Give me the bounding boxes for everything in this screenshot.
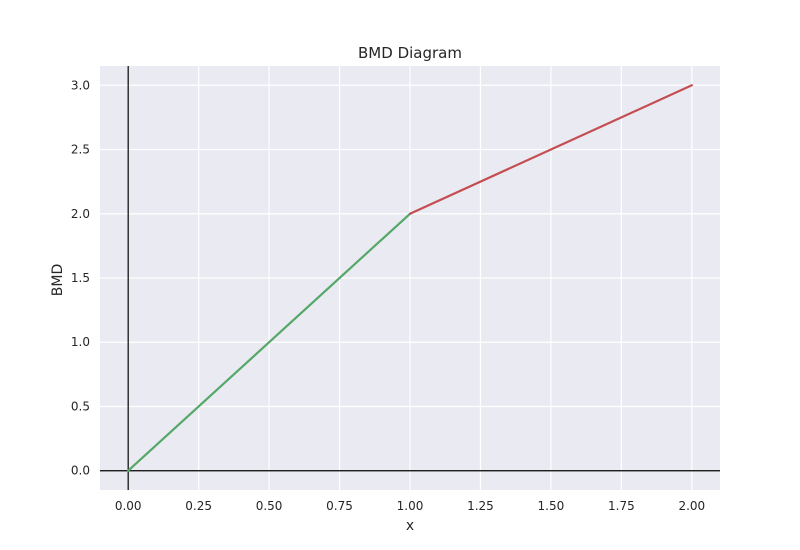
y-tick-label: 1.5 [71, 271, 90, 285]
chart-title: BMD Diagram [358, 44, 462, 62]
x-tick-label: 0.50 [256, 499, 283, 513]
y-tick-label: 0.5 [71, 399, 90, 413]
y-tick-label: 1.0 [71, 335, 90, 349]
x-tick-label: 1.00 [397, 499, 424, 513]
y-tick-label: 2.0 [71, 207, 90, 221]
x-tick-label: 1.25 [467, 499, 494, 513]
y-tick-label: 2.5 [71, 143, 90, 157]
x-tick-label: 2.00 [678, 499, 705, 513]
x-tick-label: 0.25 [185, 499, 212, 513]
x-tick-label: 1.50 [538, 499, 565, 513]
y-tick-labels: 0.0 0.5 1.0 1.5 2.0 2.5 3.0 [71, 78, 90, 477]
y-tick-label: 0.0 [71, 464, 90, 478]
y-tick-label: 3.0 [71, 78, 90, 92]
series-group [127, 84, 693, 472]
x-tick-label: 0.75 [326, 499, 353, 513]
y-axis-label: BMD [50, 264, 66, 296]
x-tick-label: 0.00 [115, 499, 142, 513]
x-axis-label: x [406, 518, 414, 534]
x-tick-label: 1.75 [608, 499, 635, 513]
x-tick-labels: 0.00 0.25 0.50 0.75 1.00 1.25 1.50 1.75 2.00 [115, 499, 705, 513]
series-line-1 [408, 84, 693, 215]
series-line-0 [127, 212, 412, 472]
zero-reference-lines [100, 66, 720, 490]
